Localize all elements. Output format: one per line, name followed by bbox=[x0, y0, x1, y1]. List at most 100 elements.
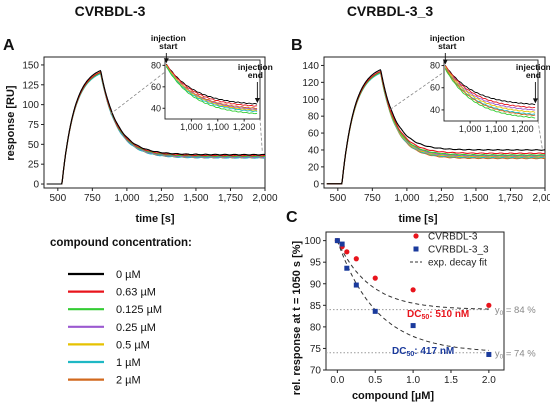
panel-b-inset-xtick-label: 1,100 bbox=[485, 124, 508, 134]
panel-b-inset-series-line bbox=[444, 67, 536, 117]
panel-b-inset-xtick-label: 1,200 bbox=[511, 124, 534, 134]
legend-label: 0.5 µM bbox=[116, 339, 150, 351]
panel-a-xtick-label: 2,000 bbox=[252, 193, 277, 204]
panel-c-point bbox=[410, 287, 416, 293]
panel-b-ytick-label: 40 bbox=[308, 145, 320, 156]
panel-b-inset: 1,000 1,100 1,200 40 60 80 injection start injec… bbox=[390, 33, 550, 149]
panel-a-xtick-label: 750 bbox=[84, 193, 101, 204]
panel-b-series-line bbox=[326, 70, 545, 185]
panel-a-inset-series-line bbox=[165, 64, 258, 111]
panel-a-ytick-label: 75 bbox=[28, 120, 40, 131]
panel-c-axes: 0.0 0.5 1.0 1.5 2.0 70 75 80 85 90 95 100 bbox=[304, 231, 505, 386]
panel-c-ytick-label: 100 bbox=[304, 236, 321, 247]
panel-a-inset-series-line bbox=[165, 66, 258, 115]
legend-heading: compound concentration: bbox=[50, 237, 192, 249]
panel-b-zoom-line bbox=[390, 71, 445, 110]
panel-b-letter: B bbox=[291, 37, 303, 54]
concentration-legend: compound concentration: 0 µM 0.63 µM 0.125… bbox=[50, 237, 192, 387]
panel-a-xtick-label: 1,000 bbox=[114, 193, 139, 204]
panel-a-axes: 500 750 1,000 1,250 1,500 1,750 2,000 0 25 50 75 10… bbox=[22, 56, 278, 204]
panel-b-injection-end-label: injection end bbox=[516, 62, 550, 80]
panel-b-ytick-label: 140 bbox=[302, 61, 319, 72]
legend-items: 0 µM 0.63 µM 0.125 µM 0.25 µM 0.5 µM 1 µM 2 µM bbox=[68, 269, 162, 387]
panel-a-inset-xtick-label: 1,200 bbox=[233, 122, 256, 132]
panel-c-xlabel: compound [µM] bbox=[352, 390, 434, 402]
panel-a-inset-ytick-label: 60 bbox=[151, 82, 161, 92]
panel-b-xtick-label: 2,000 bbox=[532, 193, 550, 204]
panel-a-curves bbox=[46, 69, 266, 185]
panel-a-ytick-label: 25 bbox=[28, 160, 40, 171]
panel-c-legend-marker bbox=[413, 246, 419, 252]
panel-b-inset-series-line bbox=[444, 66, 536, 113]
panel-b-inset-ytick-label: 80 bbox=[430, 61, 440, 71]
panel-c-ytick-label: 95 bbox=[310, 258, 322, 269]
panel-b-ytick-label: 60 bbox=[308, 129, 320, 140]
panel-c-point bbox=[344, 249, 350, 255]
panel-a-inset: 1,000 1,100 1,200 40 60 80 injection start injec… bbox=[110, 33, 273, 151]
panel-c-legend-marker bbox=[413, 233, 419, 239]
panel-a-ytick-label: 100 bbox=[22, 100, 39, 111]
legend-label: 0 µM bbox=[116, 269, 141, 281]
panel-a-inset-xtick-label: 1,000 bbox=[180, 122, 203, 132]
panel-a-inset-series-line bbox=[165, 64, 258, 107]
panel-a-inset-series-line bbox=[165, 64, 258, 112]
panel-c-xtick-label: 2.0 bbox=[482, 375, 496, 386]
panel-a-inset-xtick-label: 1,100 bbox=[207, 122, 230, 132]
panel-c-ytick-label: 80 bbox=[310, 322, 322, 333]
panel-b-zoom-line bbox=[537, 120, 543, 149]
panel-b-ytick-label: 0 bbox=[313, 179, 319, 190]
panel-b-ytick-label: 80 bbox=[308, 112, 320, 123]
panel-c-dc50-label: DC50: 417 nM bbox=[392, 346, 454, 358]
panel-c-xtick-label: 1.5 bbox=[444, 375, 458, 386]
panel-b: CVRBDL-3_3 B time [s] 500 750 1,000 1,250 1,… bbox=[291, 3, 550, 225]
panel-c-y0-label: y0 = 74 % bbox=[495, 348, 536, 360]
panel-b-curves bbox=[326, 69, 546, 185]
panel-a-ytick-label: 50 bbox=[28, 140, 40, 151]
panel-c-legend-fit-label: exp. decay fit bbox=[428, 258, 487, 269]
panel-b-xtick-label: 500 bbox=[329, 193, 346, 204]
legend-label: 0.25 µM bbox=[116, 322, 156, 334]
panel-b-xtick-label: 750 bbox=[364, 193, 381, 204]
panel-c-point bbox=[344, 265, 350, 271]
panel-a-injection-end-label: injection end bbox=[238, 62, 273, 80]
panel-c-ylabel: rel. response at t = 1050 s [%] bbox=[291, 240, 303, 395]
panel-a-xtick-label: 1,750 bbox=[218, 193, 243, 204]
legend-label: 0.125 µM bbox=[116, 304, 162, 316]
panel-a-xtick-label: 1,500 bbox=[183, 193, 208, 204]
panel-b-injection-start-label: injection start bbox=[430, 33, 465, 51]
panel-b-inset-series-line bbox=[444, 68, 536, 119]
panel-c-dc50-label: DC50: 510 nM bbox=[407, 309, 469, 321]
panel-c-point bbox=[372, 308, 378, 314]
panel-b-series-line bbox=[326, 69, 546, 185]
panel-a-title: CVRBDL-3 bbox=[75, 3, 146, 19]
panel-c-plot: DC50: 510 nM y0 = 84 % DC50: 417 nM y0 = 74… bbox=[326, 238, 536, 360]
panel-b-ytick-label: 20 bbox=[308, 162, 320, 173]
panel-a-ylabel: response [RU] bbox=[5, 85, 17, 161]
panel-c-point bbox=[486, 351, 492, 357]
panel-c-legend-label: CVRBDL-3 bbox=[428, 232, 478, 243]
panel-b-inset-ytick-label: 60 bbox=[430, 83, 440, 93]
panel-c-point bbox=[410, 323, 416, 329]
panel-c-point bbox=[372, 275, 378, 281]
panel-b-injection-end-arrowhead bbox=[532, 98, 538, 104]
panel-c-ytick-label: 70 bbox=[310, 366, 322, 377]
panel-b-axes: 500 750 1,000 1,250 1,500 1,750 2,000 0 20 40 60 80… bbox=[302, 56, 550, 204]
panel-a-frame bbox=[43, 56, 266, 189]
panel-b-ytick-label: 120 bbox=[302, 78, 319, 89]
panel-a-ytick-label: 125 bbox=[22, 80, 39, 91]
panel-a-injection-start-arrowhead bbox=[163, 58, 169, 64]
panel-c-legend-label: CVRBDL-3_3 bbox=[428, 245, 489, 256]
panel-a-zoom-line bbox=[110, 71, 166, 115]
panel-a-inset-ytick-label: 80 bbox=[151, 60, 161, 70]
panel-a-xlabel: time [s] bbox=[135, 213, 174, 225]
panel-b-inset-series-line bbox=[444, 65, 536, 106]
panel-b-xtick-label: 1,500 bbox=[463, 193, 488, 204]
panel-c-y0-label: y0 = 84 % bbox=[495, 305, 536, 317]
legend-label: 2 µM bbox=[116, 375, 141, 387]
panel-b-xtick-label: 1,250 bbox=[429, 193, 454, 204]
panel-c-point bbox=[339, 241, 345, 247]
panel-c-xtick-label: 1.0 bbox=[406, 375, 420, 386]
panel-b-ytick-label: 100 bbox=[302, 95, 319, 106]
panel-c-ytick-label: 90 bbox=[310, 279, 322, 290]
panel-a-xtick-label: 1,250 bbox=[149, 193, 174, 204]
